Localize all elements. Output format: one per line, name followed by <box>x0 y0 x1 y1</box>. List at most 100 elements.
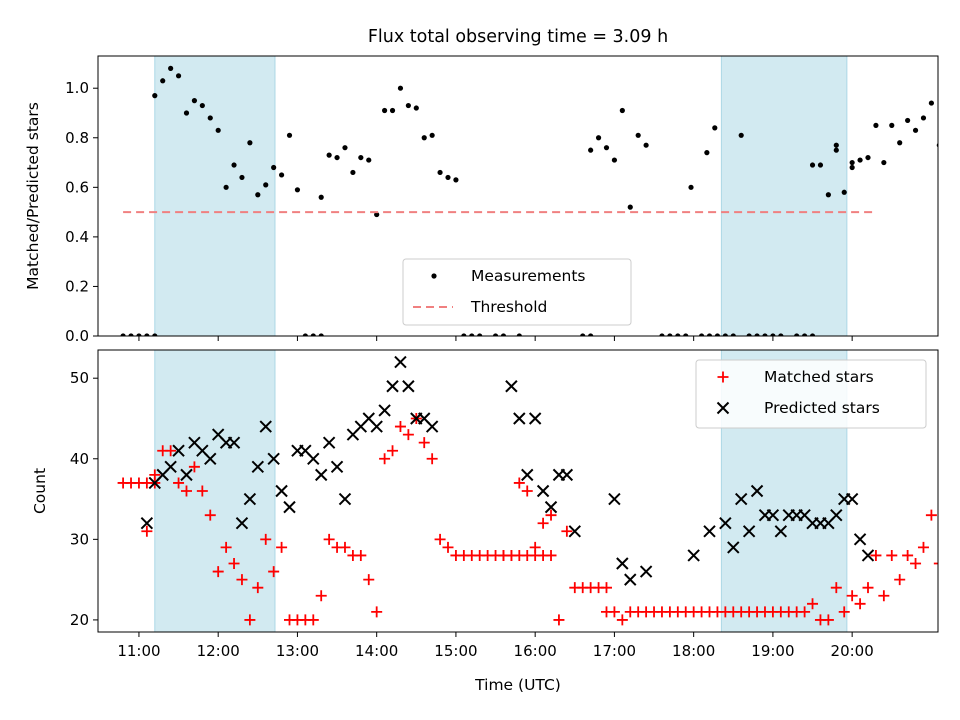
data-point <box>255 192 261 198</box>
data-point <box>168 65 174 71</box>
data-point <box>886 549 898 561</box>
data-point <box>833 142 839 148</box>
y-tick-label: 0.2 <box>65 277 89 295</box>
data-point <box>687 549 700 562</box>
data-point <box>862 582 874 594</box>
legend-marker-matched <box>717 371 729 383</box>
data-point <box>120 333 126 336</box>
x-tick-label: 18:00 <box>672 642 715 660</box>
data-point <box>667 333 673 336</box>
data-point <box>149 469 161 481</box>
legend-label: Matched stars <box>764 368 874 386</box>
axes-frame <box>97 349 939 633</box>
data-point <box>933 562 938 565</box>
data-point <box>727 541 740 554</box>
data-point <box>704 150 710 156</box>
data-point <box>588 147 594 153</box>
data-point <box>910 558 922 570</box>
data-point <box>429 132 435 138</box>
legend: Measurements Threshold <box>402 258 632 326</box>
data-point <box>366 157 372 163</box>
data-point <box>322 436 336 449</box>
data-point <box>845 492 859 506</box>
data-point <box>853 533 867 546</box>
data-point <box>712 125 718 131</box>
data-point <box>742 525 756 538</box>
data-point <box>809 162 816 168</box>
data-point <box>825 192 831 198</box>
data-point <box>363 574 375 586</box>
data-point <box>809 333 816 336</box>
data-point <box>310 333 316 336</box>
data-point <box>627 204 633 210</box>
data-point <box>833 147 839 153</box>
data-point <box>165 445 177 457</box>
data-point <box>799 606 811 618</box>
data-point <box>370 420 383 433</box>
data-point <box>807 598 819 610</box>
data-point <box>500 333 507 336</box>
data-point <box>243 492 257 506</box>
data-point <box>172 444 185 457</box>
y-axis-label: Count <box>31 468 49 514</box>
data-point <box>706 333 713 336</box>
data-point <box>536 484 550 498</box>
data-point <box>267 452 280 465</box>
legend: Matched stars Predicted stars <box>695 359 927 429</box>
data-point <box>953 125 958 130</box>
data-point <box>521 485 533 497</box>
data-point <box>371 606 383 618</box>
data-point <box>897 140 903 146</box>
data-point <box>220 541 232 553</box>
data-point <box>342 145 348 151</box>
data-point <box>378 404 391 417</box>
data-point <box>152 333 158 336</box>
data-point <box>544 500 558 514</box>
data-point <box>513 412 526 425</box>
data-point <box>152 93 158 99</box>
data-point <box>746 333 752 336</box>
data-point <box>223 184 229 190</box>
data-point <box>358 154 364 161</box>
plot-area <box>120 65 958 336</box>
data-point <box>762 333 768 336</box>
y-axis-label: Matched/Predicted stars <box>24 102 42 290</box>
data-point <box>318 333 324 336</box>
data-point <box>235 517 249 530</box>
data-point <box>561 525 573 537</box>
data-point <box>180 468 193 482</box>
data-point <box>231 162 237 168</box>
data-point <box>719 517 732 530</box>
data-point <box>778 333 784 336</box>
data-point <box>236 574 248 586</box>
data-point <box>434 533 446 545</box>
data-point <box>469 333 475 336</box>
shaded-region-0 <box>154 349 276 633</box>
data-point <box>207 115 213 121</box>
data-point <box>870 549 882 561</box>
data-point <box>738 132 744 138</box>
data-point <box>215 127 221 133</box>
axes-frame <box>97 55 939 337</box>
data-point <box>141 525 153 537</box>
data-point <box>920 115 927 121</box>
data-point <box>878 590 890 602</box>
data-point <box>608 606 620 618</box>
data-point <box>394 355 407 369</box>
data-point <box>553 614 565 626</box>
data-point <box>714 333 721 336</box>
data-point <box>379 453 391 465</box>
data-point <box>199 102 205 109</box>
data-point <box>722 333 728 336</box>
bottom-panel: 20 30 40 50 11:00 12:00 13:00 14:00 15:00 16:00 17… <box>31 349 939 660</box>
plot-area <box>117 355 938 626</box>
data-point <box>315 590 327 602</box>
legend-marker-measurements <box>431 273 437 279</box>
data-point <box>750 484 764 498</box>
data-point <box>766 508 780 522</box>
data-point <box>445 174 451 181</box>
data-point <box>437 169 443 176</box>
data-point <box>945 108 950 113</box>
data-point <box>477 333 483 336</box>
data-point <box>402 380 415 393</box>
